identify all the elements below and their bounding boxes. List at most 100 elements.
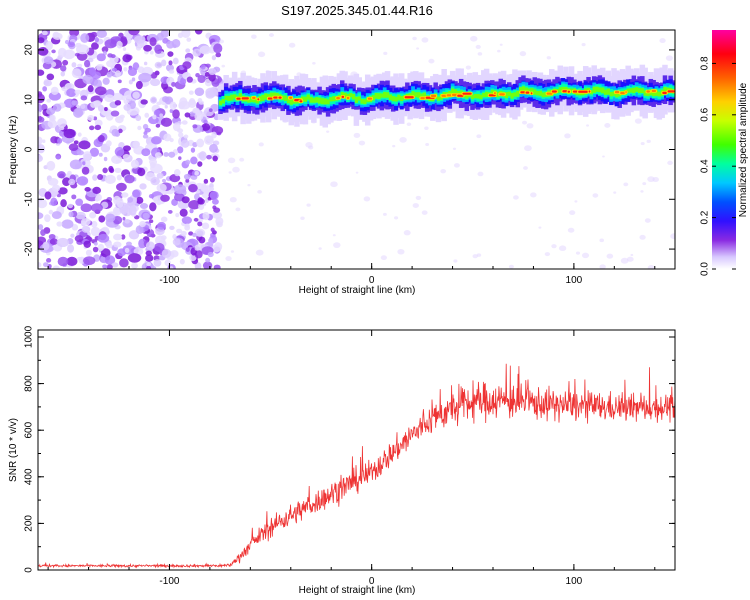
noise-blob (187, 99, 197, 108)
noise-blob (57, 137, 63, 144)
noise-blob (89, 125, 95, 131)
noise-blob (198, 236, 206, 244)
noise-blob (318, 247, 322, 250)
noise-blob (56, 221, 63, 227)
noise-blob (211, 211, 223, 219)
noise-blob (209, 177, 215, 183)
signal-band-mark (479, 94, 483, 100)
noise-blob (109, 167, 115, 174)
noise-blob (581, 252, 590, 259)
noise-blob (197, 221, 203, 227)
signal-band-mark (606, 88, 610, 95)
noise-blob (216, 221, 223, 228)
noise-blob (42, 139, 46, 144)
colorbar: 0.0 0.2 0.4 0.6 0.8 Normalized spectral ampl… (700, 30, 749, 276)
noise-blob (51, 184, 61, 192)
snr-y-label: SNR (10 * v/v) (8, 418, 19, 482)
noise-blob (106, 60, 116, 68)
noise-blob (82, 74, 94, 85)
noise-blob (524, 145, 532, 152)
noise-blob (358, 140, 366, 146)
noise-blob (153, 259, 162, 267)
noise-blob (152, 114, 157, 120)
noise-blob (68, 178, 76, 186)
noise-blob (76, 176, 89, 186)
signal-band-mark (332, 96, 336, 102)
spectrogram-x-tick-label: 100 (566, 275, 583, 286)
signal-band-mark (612, 91, 616, 96)
noise-blob (202, 211, 210, 221)
noise-blob (115, 70, 121, 78)
noise-blob (178, 156, 182, 161)
signal-band-mark (657, 91, 661, 97)
noise-blob (67, 41, 76, 48)
noise-blob (138, 72, 152, 83)
signal-band-mark (422, 92, 426, 99)
noise-blob (208, 108, 213, 112)
noise-blob (181, 120, 188, 125)
signal-band-mark (601, 87, 605, 94)
noise-blob (127, 253, 142, 263)
signal-band-mark (326, 99, 330, 105)
signal-hotspot-core (662, 91, 667, 94)
noise-blob (67, 203, 73, 209)
noise-blob (59, 126, 65, 131)
noise-blob (38, 116, 45, 123)
signal-hotspot-core (620, 92, 625, 95)
signal-hotspot-core (578, 90, 588, 93)
noise-blob (424, 126, 429, 130)
signal-band-mark (482, 92, 486, 98)
noise-blob (186, 37, 192, 42)
noise-blob (114, 146, 125, 157)
signal-band-mark (224, 95, 228, 101)
noise-blob (667, 160, 673, 166)
noise-blob (38, 144, 46, 154)
noise-blob (188, 90, 194, 95)
signal-band-mark (303, 96, 308, 102)
noise-blob (181, 139, 190, 148)
signal-hotspot-core (341, 95, 345, 98)
noise-blob (330, 181, 338, 188)
noise-blob (197, 161, 203, 167)
noise-blob (143, 61, 148, 66)
noise-blob (137, 125, 142, 131)
signal-band-mark (496, 91, 500, 98)
noise-blob (173, 184, 187, 195)
noise-blob (206, 135, 214, 143)
noise-blob (142, 134, 149, 139)
noise-blob (52, 103, 62, 112)
colorbar-tick-label: 0.2 (700, 210, 711, 224)
noise-blob (148, 219, 154, 224)
noise-blob (76, 150, 84, 156)
noise-blob (230, 250, 235, 253)
noise-blob (181, 30, 191, 38)
noise-blob (452, 147, 457, 151)
noise-blob (406, 122, 412, 127)
signal-band-mark (377, 93, 381, 99)
noise-blob (46, 107, 56, 115)
noise-blob (204, 72, 210, 77)
noise-blob (519, 51, 527, 57)
signal-band-mark (227, 95, 231, 101)
signal-band-mark (564, 86, 568, 92)
noise-blob (522, 120, 528, 125)
noise-blob (123, 103, 131, 111)
noise-blob (83, 240, 91, 248)
noise-blob (90, 31, 98, 38)
noise-blob (421, 210, 428, 215)
noise-blob (69, 159, 83, 170)
noise-blob (57, 171, 66, 179)
snr-y-tick-label: 1000 (24, 325, 35, 348)
noise-blob (189, 254, 197, 262)
noise-blob (208, 72, 216, 82)
noise-blob (383, 51, 388, 56)
noise-blob (43, 79, 52, 87)
noise-blob (87, 85, 94, 93)
colorbar-tick-label: 0.6 (700, 107, 711, 121)
spectrogram-y-tick-label: 10 (24, 94, 35, 106)
noise-blob (167, 51, 174, 57)
noise-blob (160, 235, 167, 241)
noise-blob (94, 37, 100, 43)
signal-hotspot-core (273, 96, 278, 99)
snr-y-tick-label: 0 (24, 567, 35, 573)
